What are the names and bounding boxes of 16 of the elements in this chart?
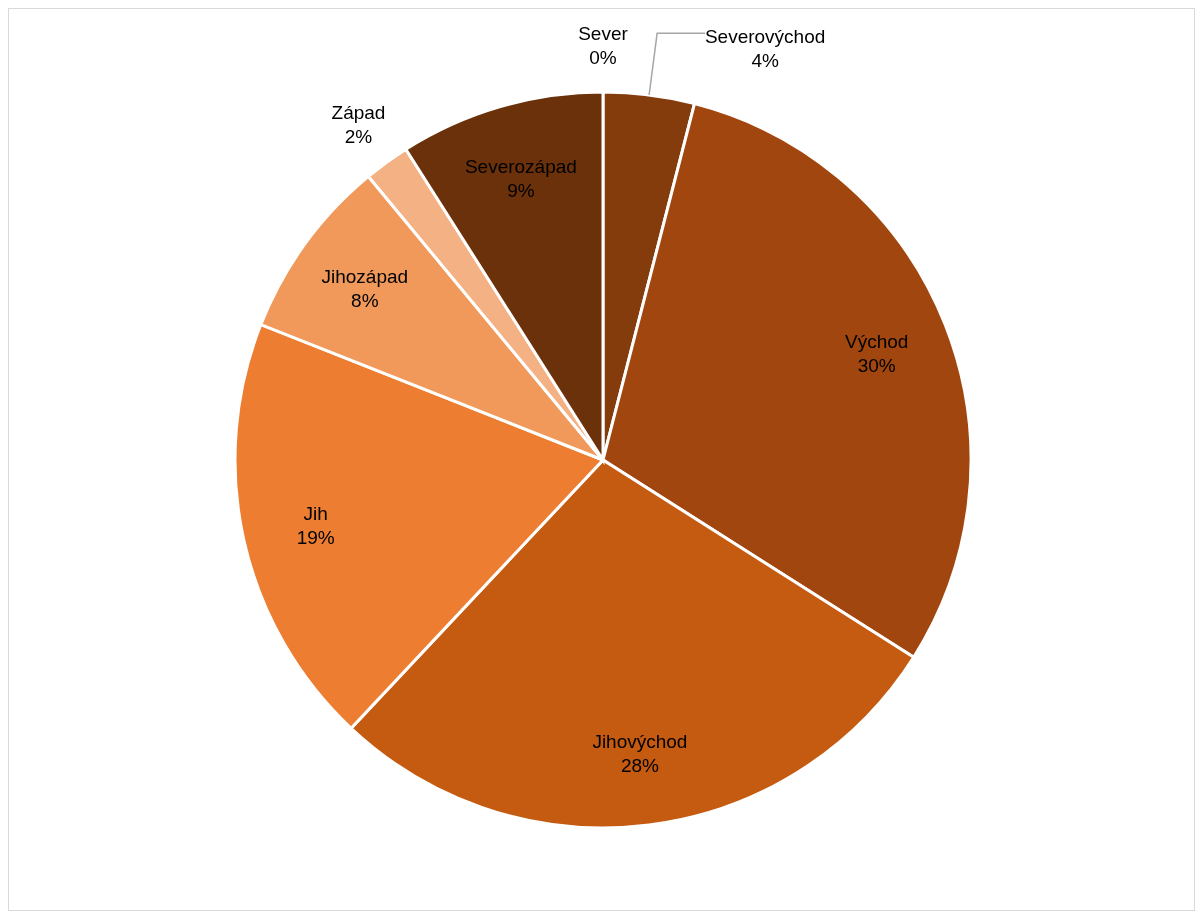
slice-label: Jihozápad [321, 265, 409, 287]
slice-label: Jihovýchod [592, 731, 688, 753]
data-label: 4% [751, 50, 779, 72]
data-label: 9% [507, 180, 535, 202]
data-label: 28% [620, 755, 660, 777]
data-label: 30% [857, 354, 896, 376]
data-label: 2% [344, 126, 373, 148]
text: 0% [589, 47, 617, 68]
data-label: 8% [351, 289, 379, 311]
slice-label: Západ [331, 102, 386, 124]
category-label: Sever [578, 23, 628, 44]
slice-label: Severovýchod [704, 26, 826, 48]
slice-label: Severozápad [464, 156, 577, 178]
slice-label: Východ [845, 330, 909, 352]
slice-label: Jih [303, 503, 328, 525]
data-label: 19% [296, 527, 335, 549]
